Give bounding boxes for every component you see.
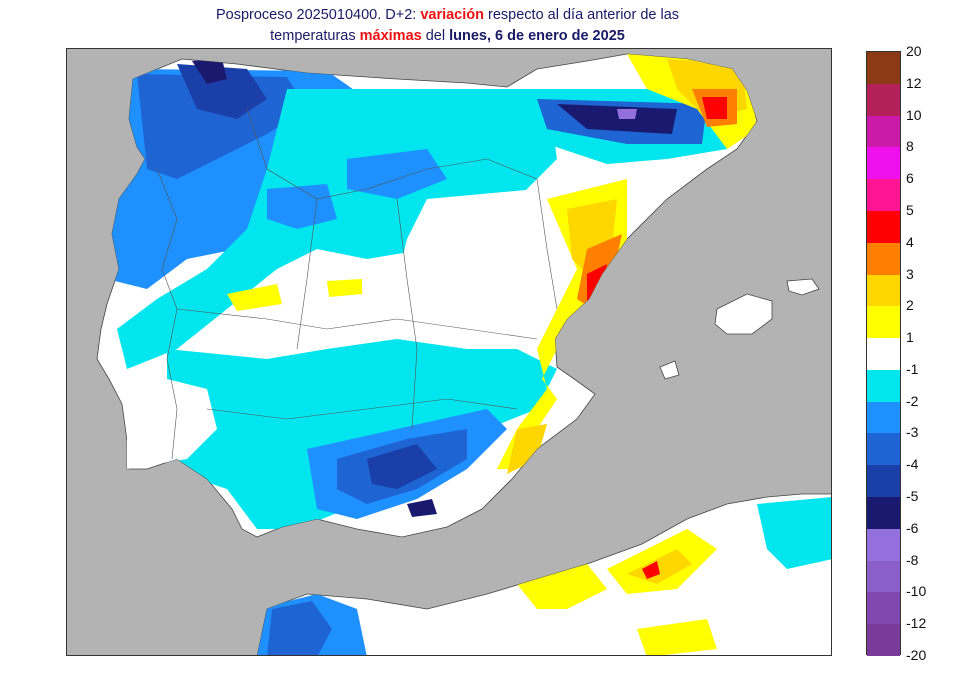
legend-bin [867, 528, 900, 562]
legend-bin [867, 433, 900, 466]
warm-cell-northeast [702, 97, 727, 119]
legend-label: -2 [906, 392, 919, 409]
legend-label: 6 [906, 170, 914, 187]
legend-bin [867, 179, 900, 212]
legend-bin [867, 147, 900, 180]
cold-cell-northeast [557, 104, 677, 134]
legend-bin [867, 560, 900, 593]
legend-label: -8 [906, 551, 919, 568]
legend-bin [867, 592, 900, 625]
legend-label: 4 [906, 233, 914, 250]
title-date: lunes, 6 de enero de 2025 [449, 28, 625, 44]
title-line-1: Posproceso 2025010400. D+2: variación re… [0, 5, 895, 26]
legend-bin [867, 115, 900, 148]
legend-bin [867, 210, 900, 244]
legend-bin [867, 401, 900, 434]
administrative-borders [156, 108, 558, 460]
iberia-variation-field [107, 54, 757, 529]
legend-bin [867, 52, 900, 85]
legend-label: 10 [906, 106, 922, 123]
legend-label: 20 [906, 43, 922, 59]
legend-bin [867, 465, 900, 498]
legend-bin [867, 306, 900, 339]
title-highlight-maximas: máximas [359, 28, 422, 44]
title-line2-prefix: temperaturas [270, 28, 360, 44]
temperature-variation-map [66, 48, 832, 656]
title-highlight-variacion: variación [420, 7, 484, 23]
legend-label: 3 [906, 265, 914, 282]
title-line2-middle: del [421, 28, 450, 44]
legend-label: -1 [906, 360, 919, 377]
africa-variation-field [257, 497, 831, 655]
legend-label: 5 [906, 201, 914, 218]
title-suffix: respecto al día anterior de las [483, 7, 680, 23]
legend-label: -12 [906, 615, 927, 632]
legend-bin [867, 369, 900, 403]
balearic-mallorca [714, 293, 773, 335]
legend-bin [867, 83, 900, 117]
legend-bin [867, 624, 900, 657]
title-prefix: Posproceso 2025010400. D+2: [215, 7, 421, 23]
map-canvas [67, 49, 831, 655]
balearic-menorca [786, 278, 820, 296]
legend-bin [867, 274, 900, 307]
legend-label: -6 [906, 519, 919, 536]
balearic-ibiza [659, 360, 680, 380]
legend-label: -10 [906, 583, 927, 600]
legend-label: -20 [906, 647, 927, 663]
legend-label: 12 [906, 74, 922, 91]
legend-label: -3 [906, 424, 919, 441]
legend-label: 8 [906, 138, 914, 155]
legend-bin [867, 338, 900, 371]
legend-label: -4 [906, 456, 919, 473]
color-legend-bar [866, 51, 901, 657]
cyan-band-south [167, 339, 557, 529]
legend-label: 2 [906, 297, 914, 314]
legend-label: -5 [906, 488, 919, 505]
legend-label: 1 [906, 329, 914, 346]
legend-bin [867, 242, 900, 276]
map-title: Posproceso 2025010400. D+2: variación re… [0, 5, 895, 47]
cyan-band-north [117, 89, 557, 369]
legend-bin [867, 497, 900, 530]
title-line-2: temperaturas máximas del lunes, 6 de ene… [0, 26, 895, 47]
